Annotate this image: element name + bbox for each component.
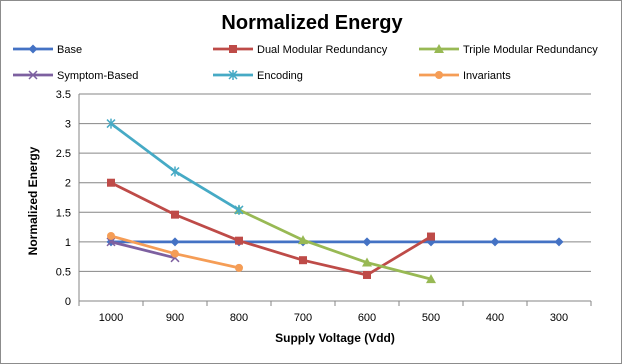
data-point [554,237,564,247]
x-axis: 1000 900 800 700 600 500 400 300 [78,301,592,324]
legend-label: Dual Modular Redundancy [257,44,388,56]
series-line [110,240,176,260]
data-point [363,270,371,279]
x-tick-label: 1000 [99,312,123,324]
legend-marker [28,70,38,80]
legend-item: Encoding [213,70,303,82]
data-point [107,178,115,187]
legend-label: Encoding [257,70,303,82]
y-tick-label: 1.5 [56,207,71,219]
x-tick-label: 800 [230,312,248,324]
legend: Base Dual Modular Redundancy Triple Modula… [13,44,598,82]
data-point [362,257,372,267]
x-axis-title: Supply Voltage (Vdd) [275,331,395,345]
data-point [234,204,244,215]
legend-marker [434,44,444,53]
data-point [427,232,435,241]
series-encoding [106,118,244,215]
series-base [106,237,564,247]
data-point [106,118,116,129]
y-tick-label: 0.5 [56,266,71,278]
legend-item: Invariants [419,70,511,82]
data-point [170,166,180,177]
legend-item: Triple Modular Redundancy [419,44,598,56]
series-invariants [107,231,243,272]
x-tick-label: 300 [550,312,568,324]
data-point [235,236,243,245]
y-tick-label: 3 [65,119,71,131]
legend-marker [229,45,237,53]
legend-marker [228,70,238,80]
legend-item: Base [13,44,82,56]
data-point [170,237,180,247]
series-layer [106,118,564,284]
data-point [490,237,500,247]
y-tick-label: 1 [65,237,71,249]
y-tick-label: 2.5 [56,148,71,160]
data-point [171,210,179,219]
y-axis: 0 0.5 1 1.5 2 2.5 3 3.5 [56,89,80,308]
data-point [235,263,243,272]
data-point [107,231,115,240]
y-tick-label: 3.5 [56,89,71,101]
x-tick-label: 700 [294,312,312,324]
legend-marker [28,44,38,54]
x-tick-label: 500 [422,312,440,324]
series-line [238,208,432,281]
legend-label: Base [57,44,82,56]
data-point [171,249,179,258]
legend-marker [435,71,443,79]
data-point [299,256,307,265]
legend-item: Symptom-Based [13,70,138,82]
legend-label: Triple Modular Redundancy [463,44,598,56]
data-point [426,274,436,284]
y-tick-label: 0 [65,296,71,308]
legend-item: Dual Modular Redundancy [213,44,388,56]
x-tick-label: 400 [486,312,504,324]
data-point [298,235,308,245]
legend-label: Invariants [463,70,511,82]
series-dual-modular-redundancy [107,178,435,279]
x-tick-label: 900 [166,312,184,324]
gridlines [79,93,591,302]
legend-label: Symptom-Based [57,70,138,82]
y-axis-title: Normalized Energy [26,146,40,255]
data-point [106,237,116,247]
series-line [110,181,432,277]
y-tick-label: 2 [65,178,71,190]
chart-title: Normalized Energy [221,12,403,34]
x-tick-label: 600 [358,312,376,324]
data-point [362,237,372,247]
